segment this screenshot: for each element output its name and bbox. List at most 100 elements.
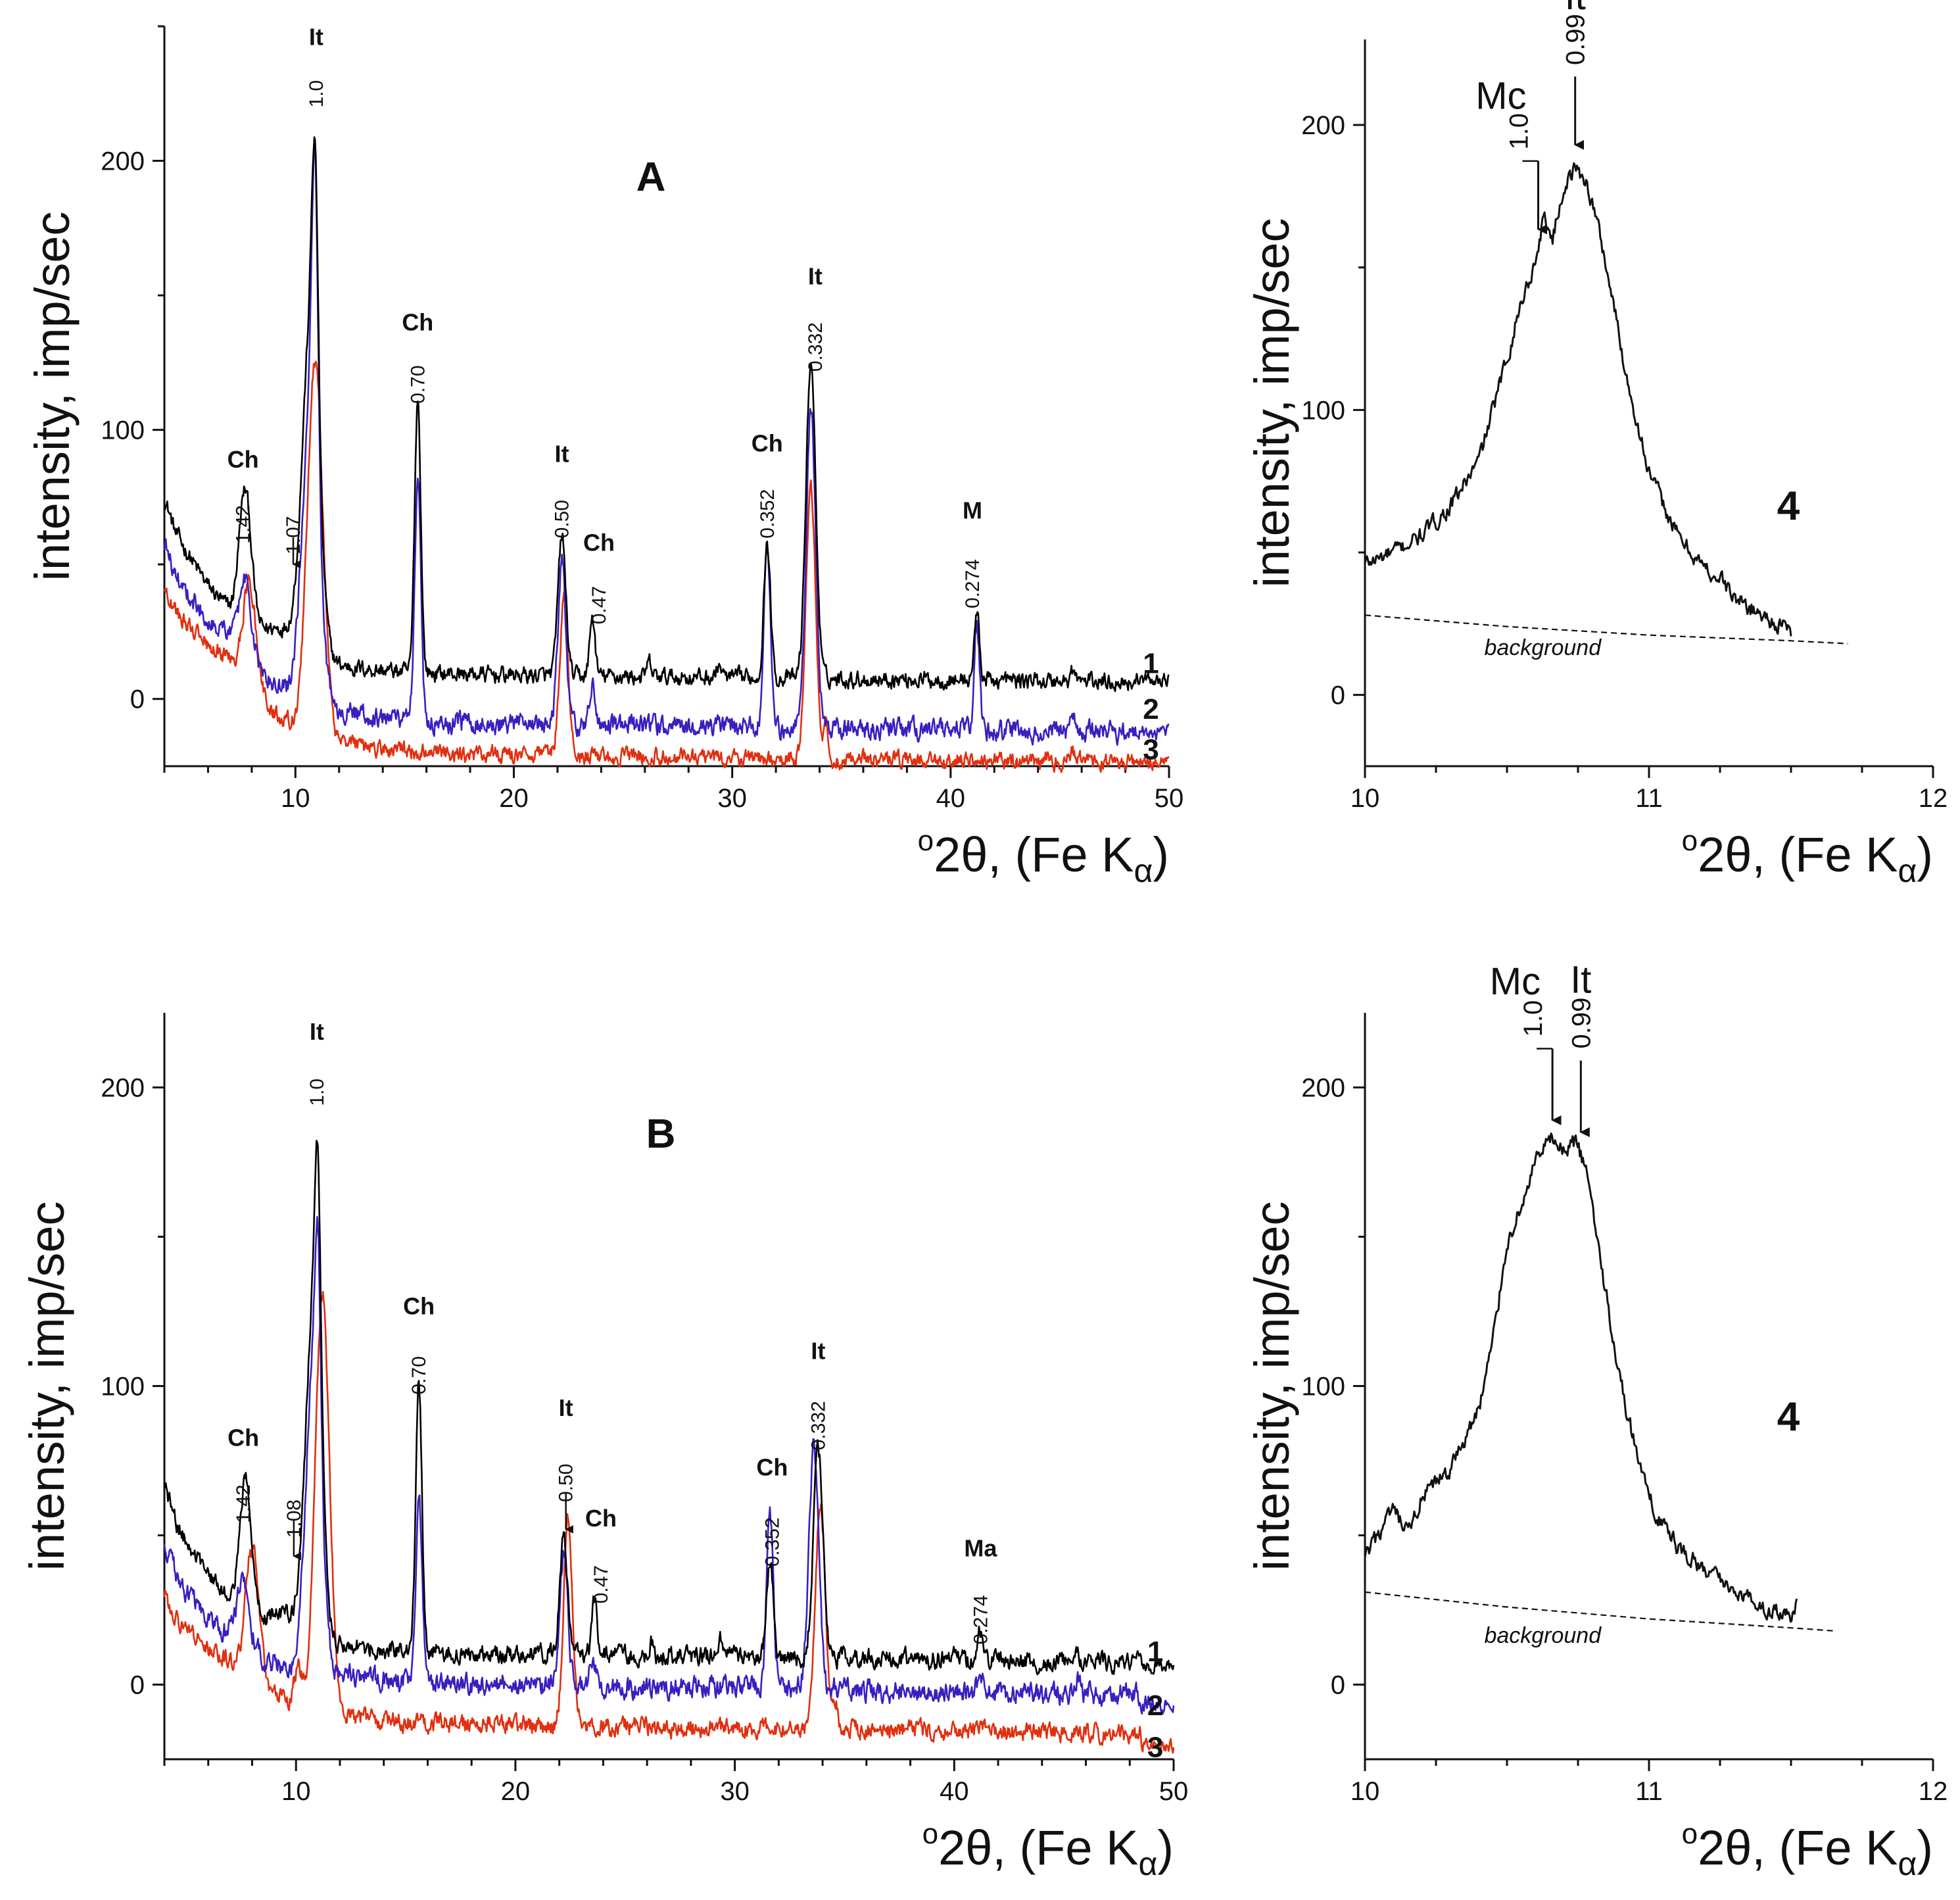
x-axis-end: ) <box>1157 1820 1174 1875</box>
d-spacing-label: 0.47 <box>590 1565 612 1603</box>
series-2-line <box>163 1215 1175 1715</box>
x-axis-label: o2θ, (Fe Kα) <box>1682 1818 1933 1882</box>
alpha-subscript: α <box>1898 852 1917 889</box>
x-tick-label: 50 <box>1155 784 1184 813</box>
phase-label: Ch <box>403 1293 435 1320</box>
phase-label: Ch <box>752 429 783 456</box>
x-axis-main: 2θ, (Fe K <box>1698 827 1898 882</box>
mc-d-label: 1.0 <box>1505 113 1534 150</box>
phase-label: It <box>559 1394 573 1421</box>
it-phase-label: It <box>1565 0 1586 18</box>
y-tick-label: 200 <box>1301 1074 1345 1103</box>
d-spacing-label: 1.42 <box>233 505 254 543</box>
x-tick-label: 10 <box>281 784 310 813</box>
y-tick-label: 200 <box>101 1074 145 1103</box>
y-axis-label: intensity, imp/sec <box>20 1201 74 1571</box>
x-tick-label: 11 <box>1635 784 1663 813</box>
it-d-label: 0.99 <box>1567 998 1596 1049</box>
series-3-line <box>163 1290 1175 1754</box>
x-tick-label: 20 <box>499 784 529 813</box>
x-tick-label: 30 <box>717 784 747 813</box>
curve-label-3: 3 <box>1143 734 1159 766</box>
y-tick-label: 200 <box>1301 111 1345 140</box>
mc-phase-label: Mc <box>1475 75 1526 118</box>
phase-label: M <box>963 497 982 524</box>
curve-label-1: 1 <box>1147 1636 1163 1668</box>
d-spacing-label: 1.42 <box>233 1484 254 1522</box>
phase-label: It <box>811 1338 825 1365</box>
x-tick-label: 12 <box>1919 784 1948 813</box>
d-spacing-label: 0.274 <box>970 1595 992 1644</box>
y-tick-label: 0 <box>130 1671 145 1700</box>
alpha-subscript: α <box>1898 1845 1917 1882</box>
x-tick-label: 40 <box>936 784 966 813</box>
panel-b-zoom: 10 11 12 0 100 200 intensity, imp/sec o2θ, (Fe … <box>1245 958 1948 1882</box>
d-spacing-label: 0.70 <box>407 365 429 403</box>
panel-a-zoom: 10 11 12 0 100 200 intensity, imp/sec o2θ, (Fe … <box>1245 0 1948 889</box>
background-label: background <box>1484 1623 1602 1648</box>
panel-letter: B <box>646 1111 676 1157</box>
d-spacing-label: 0.274 <box>962 559 984 608</box>
phase-label: Ch <box>756 1454 788 1481</box>
degree-mark: o <box>1682 825 1698 857</box>
panel-letter: A <box>636 155 666 200</box>
degree-mark: o <box>922 1818 938 1850</box>
degree-mark: o <box>1682 1818 1698 1850</box>
series-1-line <box>163 1140 1175 1676</box>
it-phase-label: It <box>1570 958 1591 1001</box>
d-spacing-label: 0.352 <box>757 489 778 539</box>
degree-mark: o <box>918 825 934 857</box>
panel-b: 10 20 30 40 50 0 100 200 intensity, imp/sec o2θ, … <box>20 1013 1188 1882</box>
x-tick-label: 11 <box>1635 1777 1663 1806</box>
x-axis-main: 2θ, (Fe K <box>938 1820 1138 1875</box>
x-tick-label: 10 <box>1350 784 1380 813</box>
panel-number: 4 <box>1777 483 1800 529</box>
x-axis-main: 2θ, (Fe K <box>934 827 1134 882</box>
phase-label: It <box>808 263 823 290</box>
background-line <box>1364 614 1848 645</box>
mc-d-label: 1.0 <box>1519 1000 1548 1037</box>
y-axis-label: intensity, imp/sec <box>1245 1201 1299 1571</box>
x-tick-label: 20 <box>501 1777 531 1806</box>
phase-label: Ch <box>227 446 259 473</box>
d-spacing-label: 0.332 <box>805 322 826 372</box>
y-tick-label: 200 <box>101 147 145 176</box>
y-tick-label: 100 <box>101 416 145 445</box>
phase-label: It <box>309 24 323 51</box>
alpha-subscript: α <box>1138 1845 1157 1882</box>
curve-label-2: 2 <box>1143 693 1159 725</box>
y-axis-label: intensity, imp/sec <box>25 211 80 581</box>
series-2-line <box>163 144 1170 746</box>
y-tick-label: 100 <box>101 1373 145 1401</box>
x-axis-end: ) <box>1917 1820 1933 1875</box>
x-tick-label: 10 <box>281 1777 311 1806</box>
x-axis-label: o2θ, (Fe Kα) <box>1682 825 1933 889</box>
panel-a: 10 20 30 40 50 0 100 200 intensity, imp/sec o2θ, … <box>25 24 1183 889</box>
y-tick-label: 100 <box>1301 396 1345 425</box>
zoom-curve-line <box>1364 162 1792 637</box>
phase-label: It <box>310 1018 324 1045</box>
d-spacing-label: 0.332 <box>807 1401 829 1450</box>
curve-label-2: 2 <box>1147 1690 1163 1722</box>
d-spacing-label: 0.352 <box>761 1517 783 1567</box>
d-spacing-label: 1.0 <box>306 80 327 108</box>
background-label: background <box>1484 635 1602 660</box>
x-tick-label: 40 <box>940 1777 969 1806</box>
y-tick-label: 0 <box>1331 681 1345 710</box>
phase-label: Ma <box>964 1534 997 1561</box>
it-d-label: 0.99 <box>1562 14 1590 65</box>
series-3-line <box>163 360 1170 773</box>
curve-label-3: 3 <box>1147 1731 1163 1763</box>
phase-label: Ch <box>402 308 433 335</box>
series-1-line <box>163 136 1170 693</box>
d-spacing-label: 0.70 <box>408 1356 430 1394</box>
d-spacing-label: 0.50 <box>552 500 573 538</box>
phase-label: Ch <box>585 1505 617 1532</box>
x-tick-label: 30 <box>720 1777 750 1806</box>
x-axis-main: 2θ, (Fe K <box>1698 1820 1898 1875</box>
phase-label: Ch <box>583 529 615 556</box>
panel-number: 4 <box>1777 1394 1800 1440</box>
zoom-curve-line <box>1364 1133 1798 1623</box>
d-spacing-label: 0.47 <box>588 586 610 624</box>
